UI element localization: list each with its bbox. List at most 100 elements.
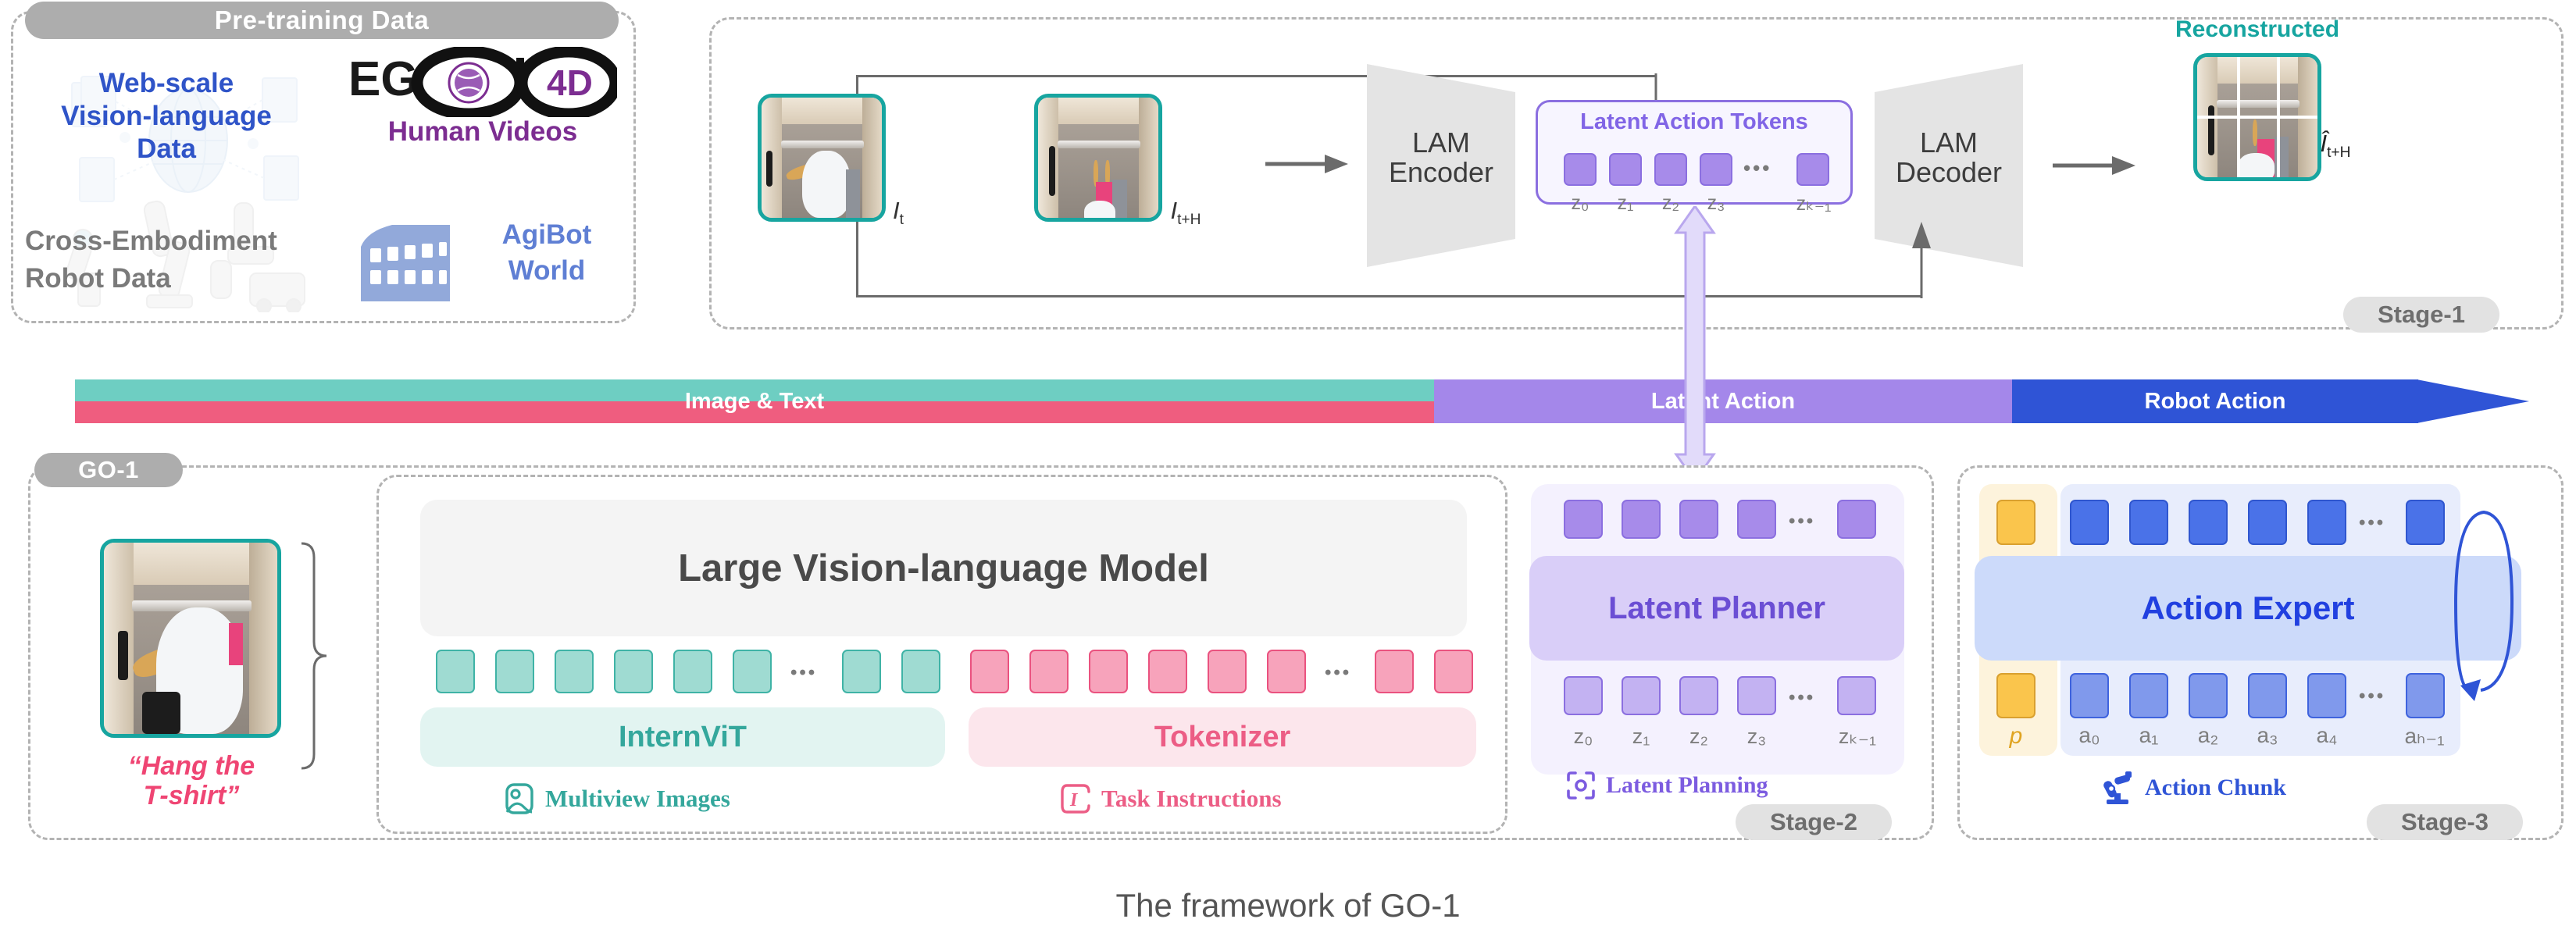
frame-ith-thumbnail bbox=[1034, 94, 1162, 222]
action-output-token bbox=[2129, 673, 2168, 718]
go1-instruction: “Hang the T‑shirt” bbox=[127, 751, 255, 811]
web-scale-label-line3: Data bbox=[137, 134, 196, 164]
agibot-world-line1: AgiBot bbox=[501, 219, 592, 250]
action-input-token bbox=[2129, 500, 2168, 545]
legend-multiview-images: Multiview Images bbox=[503, 782, 730, 815]
latent-token-ellipsis: ••• bbox=[1743, 156, 1772, 180]
stage2-tag: Stage‑2 bbox=[1736, 804, 1892, 840]
action-label-a0: a₀ bbox=[2078, 723, 2100, 747]
robot-arm-icon bbox=[2103, 771, 2132, 804]
vision-token bbox=[842, 650, 881, 693]
svg-text:I: I bbox=[1069, 790, 1079, 810]
lam-encoder-label: LAM Encoder bbox=[1388, 126, 1494, 188]
action-input-token bbox=[2070, 500, 2109, 545]
action-output-token bbox=[2307, 673, 2346, 718]
text-token bbox=[1434, 650, 1473, 693]
action-input-token bbox=[2307, 500, 2346, 545]
latent-token bbox=[1564, 153, 1597, 186]
latent-token-label-z3: z₃ bbox=[1707, 192, 1725, 214]
robot-arms-artwork bbox=[66, 200, 305, 312]
latent-action-tokens-title: Latent Action Tokens bbox=[1580, 109, 1808, 134]
action-output-token bbox=[2248, 673, 2287, 718]
latent-token-label-z0: z₀ bbox=[1571, 192, 1589, 214]
stage1-tag: Stage‑1 bbox=[2343, 297, 2499, 333]
legend-task-instructions-label: Task Instructions bbox=[1101, 785, 1282, 812]
cross-embodiment-line2: Robot Data bbox=[25, 263, 171, 294]
svg-text:4D: 4D bbox=[547, 62, 593, 103]
vision-token bbox=[555, 650, 594, 693]
text-token bbox=[1089, 650, 1128, 693]
action-label-a1: a₁ bbox=[2139, 723, 2159, 747]
stage1-decoder-up-arrow bbox=[1912, 222, 1931, 298]
go1-tag: GO‑1 bbox=[34, 453, 183, 487]
stage1-wire-left-bottom bbox=[856, 222, 858, 297]
latent-planner-input-token bbox=[1737, 500, 1776, 539]
latent-planner-output-ellipsis: ••• bbox=[1789, 687, 1816, 708]
ego4d-logo-icon: EG 4D bbox=[348, 47, 617, 117]
action-label-a2: a₂ bbox=[2197, 723, 2219, 747]
latent-planner-input-token bbox=[1837, 500, 1876, 539]
stage1-wire-bottom bbox=[856, 295, 1921, 297]
vision-token bbox=[733, 650, 772, 693]
latent-planner-label-z3: z₃ bbox=[1746, 725, 1767, 748]
action-expert-recurrence-arrow bbox=[2454, 510, 2514, 701]
text-token bbox=[1208, 650, 1247, 693]
latent-planner-input-token bbox=[1564, 500, 1603, 539]
arrow-to-reconstructed bbox=[2053, 156, 2135, 175]
action-output-token bbox=[2406, 673, 2445, 718]
instruction-icon: I bbox=[1061, 784, 1090, 814]
lam-encoder-block: LAM Encoder bbox=[1367, 64, 1515, 267]
image-icon bbox=[505, 783, 533, 814]
frame-ith-label: It+H bbox=[1170, 197, 1201, 229]
internvit-card: InternViT bbox=[420, 707, 945, 767]
latent-planning-icon bbox=[1567, 771, 1595, 800]
vision-token bbox=[673, 650, 712, 693]
reconstructed-thumbnail bbox=[2193, 53, 2321, 181]
stage1-wire-left bbox=[856, 75, 858, 109]
svg-text:EG: EG bbox=[348, 52, 419, 106]
figure-caption: The framework of GO‑1 bbox=[1115, 887, 1461, 924]
human-videos-label: Human Videos bbox=[387, 116, 578, 147]
latent-planner-output-token bbox=[1622, 676, 1661, 715]
text-token-ellipsis: ••• bbox=[1325, 662, 1352, 683]
bar-segment-robot-action: Robot Action bbox=[2012, 379, 2418, 423]
action-input-token bbox=[2248, 500, 2287, 545]
legend-latent-planning-label: Latent Planning bbox=[1606, 772, 1768, 798]
bar-label-image-text: Image & Text bbox=[684, 388, 825, 414]
cross-embodiment-line1: Cross‑Embodiment bbox=[25, 226, 277, 256]
frame-it-label: It bbox=[893, 197, 904, 229]
legend-task-instructions: I Task Instructions bbox=[1059, 782, 1282, 815]
action-input-token bbox=[2189, 500, 2228, 545]
proprio-output-token bbox=[1996, 673, 2035, 718]
latent-planner-output-token bbox=[1737, 676, 1776, 715]
action-output-token bbox=[2070, 673, 2109, 718]
latent-planner-card: Latent Planner bbox=[1529, 556, 1904, 661]
go1-input-brace bbox=[301, 542, 327, 770]
vision-token bbox=[901, 650, 940, 693]
text-token bbox=[1148, 650, 1187, 693]
latent-action-tokens-card bbox=[1536, 100, 1853, 205]
stage3-tag: Stage‑3 bbox=[2367, 804, 2523, 840]
vision-token bbox=[614, 650, 653, 693]
bar-arrow-head bbox=[2417, 379, 2529, 423]
latent-link-double-arrow bbox=[1674, 206, 1716, 481]
latent-planner-input-token bbox=[1622, 500, 1661, 539]
bar-segment-latent-action: Latent Action bbox=[1434, 379, 2012, 423]
proprio-label: p bbox=[2009, 723, 2023, 749]
agibot-colosseum-icon bbox=[361, 225, 450, 301]
go1-observation-thumbnail bbox=[100, 539, 281, 738]
stage1-wire-top bbox=[856, 75, 1656, 77]
action-output-token bbox=[2189, 673, 2228, 718]
latent-planner-input-token bbox=[1679, 500, 1718, 539]
text-token bbox=[970, 650, 1009, 693]
vision-token bbox=[436, 650, 475, 693]
action-label-a4: a₄ bbox=[2316, 723, 2338, 747]
latent-planner-output-token bbox=[1679, 676, 1718, 715]
latent-planner-input-ellipsis: ••• bbox=[1789, 511, 1816, 532]
latent-token bbox=[1796, 153, 1829, 186]
latent-token-label-zk: zₖ₋₁ bbox=[1796, 193, 1832, 215]
latent-token bbox=[1654, 153, 1687, 186]
vision-token-ellipsis: ••• bbox=[790, 662, 818, 683]
arrow-to-lam-encoder bbox=[1265, 155, 1348, 173]
